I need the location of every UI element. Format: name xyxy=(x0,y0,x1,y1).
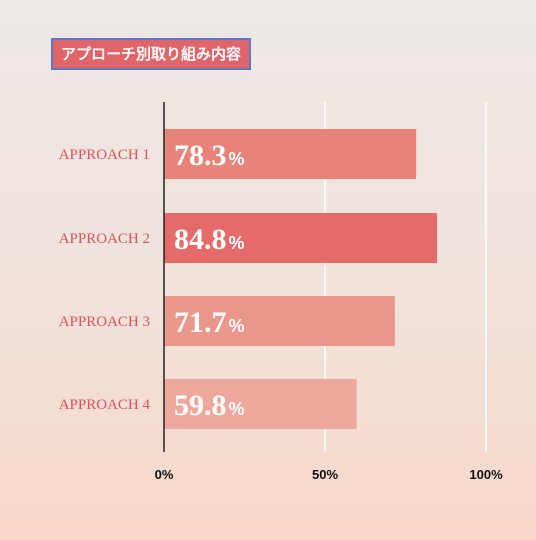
value-label-3: 71.7% xyxy=(174,306,245,339)
bar-2 xyxy=(164,213,438,263)
value-labels: 78.3 %84.8 %71.7 %59.8% xyxy=(174,139,245,422)
category-labels: APPROACH 1 APPROACH 2 APPROACH 3 APPROACH 4 xyxy=(59,147,151,413)
value-suffix-4: % xyxy=(229,399,245,419)
bar-4 xyxy=(164,379,357,429)
bars xyxy=(164,129,438,429)
category-label-1: APPROACH 1 xyxy=(59,147,150,163)
x-tick-label-0: 0% xyxy=(155,467,174,482)
chart-title: アプローチ別取り組み内容 xyxy=(51,38,252,70)
value-number-3: 71.7 xyxy=(174,306,227,339)
x-axis-ticks: 0% 50% 100% xyxy=(155,467,503,482)
value-suffix-2: % xyxy=(229,233,245,253)
x-tick-label-50: 50% xyxy=(312,467,338,482)
category-label-3: APPROACH 3 xyxy=(59,314,150,330)
value-suffix-1: % xyxy=(229,149,245,169)
value-number-2: 84.8 xyxy=(174,223,227,256)
value-label-4: 59.8% xyxy=(174,389,245,422)
value-label-1: 78.3% xyxy=(174,139,245,172)
x-tick-label-100: 100% xyxy=(469,467,503,482)
value-number-4: 59.8 xyxy=(174,389,227,422)
bar-3 xyxy=(164,296,395,346)
value-label-2: 84.8% xyxy=(174,223,245,256)
value-suffix-3: % xyxy=(229,316,245,336)
bar-1 xyxy=(164,129,417,179)
value-number-1: 78.3 xyxy=(174,139,227,172)
category-label-4: APPROACH 4 xyxy=(59,397,151,413)
category-label-2: APPROACH 2 xyxy=(59,231,150,247)
